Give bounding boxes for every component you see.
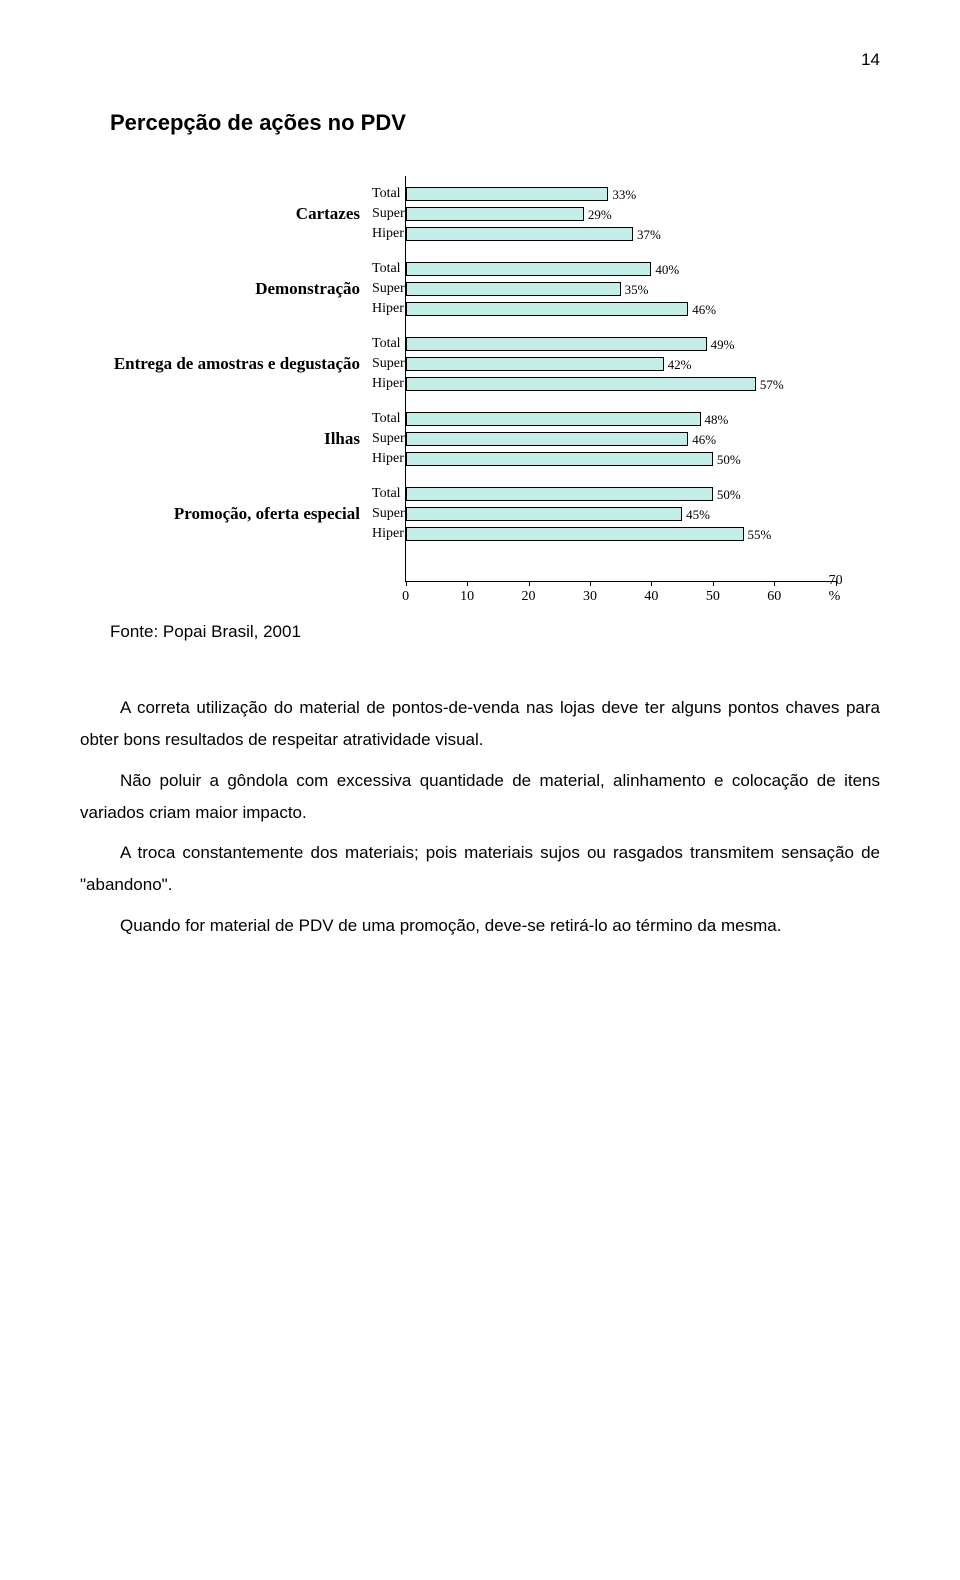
sub-labels: Total Super Hiper bbox=[372, 251, 405, 326]
sub-labels: Total Super Hiper bbox=[372, 401, 405, 476]
page-title: Percepção de ações no PDV bbox=[110, 110, 880, 136]
sub-label: Super bbox=[372, 281, 405, 297]
bar bbox=[406, 432, 689, 446]
bar bbox=[406, 187, 609, 201]
body-text: A correta utilização do material de pont… bbox=[80, 692, 880, 942]
plot-area: 010203040506070 %33%29%37%40%35%46%49%42… bbox=[405, 176, 880, 582]
group-name: Demonstração bbox=[80, 279, 372, 299]
bar-value-label: 48% bbox=[705, 412, 729, 428]
sub-label: Total bbox=[372, 186, 405, 202]
sub-label: Super bbox=[372, 206, 405, 222]
page: 14 Percepção de ações no PDV CartazesTot… bbox=[0, 0, 960, 1010]
x-tick-label: 30 bbox=[583, 589, 597, 605]
bar bbox=[406, 452, 713, 466]
bar-value-label: 50% bbox=[717, 487, 741, 503]
x-tick bbox=[713, 581, 714, 586]
x-tick-label: 0 bbox=[402, 589, 409, 605]
sub-label: Hiper bbox=[372, 451, 405, 467]
group-labels-column: CartazesTotalSuperHiperDemonstraçãoTotal… bbox=[80, 176, 405, 582]
x-tick-label: 50 bbox=[706, 589, 720, 605]
paragraph: A correta utilização do material de pont… bbox=[80, 692, 880, 757]
bar-value-label: 37% bbox=[637, 227, 661, 243]
sub-label: Super bbox=[372, 356, 405, 372]
sub-label: Hiper bbox=[372, 301, 405, 317]
paragraph: Não poluir a gôndola com excessiva quant… bbox=[80, 765, 880, 830]
x-tick bbox=[590, 581, 591, 586]
sub-label: Total bbox=[372, 411, 405, 427]
bar-value-label: 45% bbox=[686, 507, 710, 523]
bar-value-label: 29% bbox=[588, 207, 612, 223]
x-tick-label: 10 bbox=[460, 589, 474, 605]
bar-value-label: 46% bbox=[692, 432, 716, 448]
x-tick bbox=[406, 581, 407, 586]
sub-labels: Total Super Hiper bbox=[372, 476, 405, 551]
page-number: 14 bbox=[80, 50, 880, 70]
bar bbox=[406, 262, 652, 276]
x-tick bbox=[774, 581, 775, 586]
x-tick bbox=[529, 581, 530, 586]
source-line: Fonte: Popai Brasil, 2001 bbox=[110, 622, 880, 642]
bar-value-label: 49% bbox=[711, 337, 735, 353]
plot-inner: 010203040506070 %33%29%37%40%35%46%49%42… bbox=[405, 176, 836, 582]
chart-container: CartazesTotalSuperHiperDemonstraçãoTotal… bbox=[80, 176, 880, 582]
bar bbox=[406, 337, 707, 351]
group-name: Promoção, oferta especial bbox=[80, 504, 372, 524]
group-name: Cartazes bbox=[80, 204, 372, 224]
paragraph: Quando for material de PDV de uma promoç… bbox=[80, 910, 880, 942]
bar-value-label: 33% bbox=[612, 187, 636, 203]
group-row: Promoção, oferta especialTotal Super Hiper bbox=[80, 476, 405, 551]
bar bbox=[406, 282, 621, 296]
sub-label: Total bbox=[372, 486, 405, 502]
sub-label: Total bbox=[372, 261, 405, 277]
group-row: IlhasTotal Super Hiper bbox=[80, 401, 405, 476]
x-tick bbox=[467, 581, 468, 586]
sub-label: Hiper bbox=[372, 526, 405, 542]
x-tick-label: 40 bbox=[644, 589, 658, 605]
sub-label: Hiper bbox=[372, 376, 405, 392]
bar bbox=[406, 207, 584, 221]
bar-value-label: 57% bbox=[760, 377, 784, 393]
bar bbox=[406, 227, 633, 241]
x-tick bbox=[651, 581, 652, 586]
bar-value-label: 46% bbox=[692, 302, 716, 318]
sub-label: Super bbox=[372, 431, 405, 447]
bar-value-label: 40% bbox=[655, 262, 679, 278]
sub-labels: Total Super Hiper bbox=[372, 176, 405, 251]
sub-label: Hiper bbox=[372, 226, 405, 242]
bar bbox=[406, 377, 756, 391]
bar-value-label: 50% bbox=[717, 452, 741, 468]
group-row: Entrega de amostras e degustaçãoTotal Sup… bbox=[80, 326, 405, 401]
bar bbox=[406, 527, 744, 541]
bar bbox=[406, 412, 701, 426]
sub-label: Super bbox=[372, 506, 405, 522]
bar-chart: CartazesTotalSuperHiperDemonstraçãoTotal… bbox=[80, 176, 880, 582]
bar-value-label: 42% bbox=[668, 357, 692, 373]
paragraph: A troca constantemente dos materiais; po… bbox=[80, 837, 880, 902]
x-tick-label: 60 bbox=[767, 589, 781, 605]
x-tick-label: 70 % bbox=[829, 573, 843, 605]
bar bbox=[406, 507, 682, 521]
sub-labels: Total Super Hiper bbox=[372, 326, 405, 401]
group-row: CartazesTotal Super Hiper bbox=[80, 176, 405, 251]
group-name: Entrega de amostras e degustação bbox=[80, 354, 372, 374]
bar bbox=[406, 357, 664, 371]
bar-value-label: 35% bbox=[625, 282, 649, 298]
group-row: DemonstraçãoTotal Super Hiper bbox=[80, 251, 405, 326]
bar-value-label: 55% bbox=[748, 527, 772, 543]
group-name: Ilhas bbox=[80, 429, 372, 449]
x-tick-label: 20 bbox=[522, 589, 536, 605]
bar bbox=[406, 302, 689, 316]
sub-label: Total bbox=[372, 336, 405, 352]
bar bbox=[406, 487, 713, 501]
